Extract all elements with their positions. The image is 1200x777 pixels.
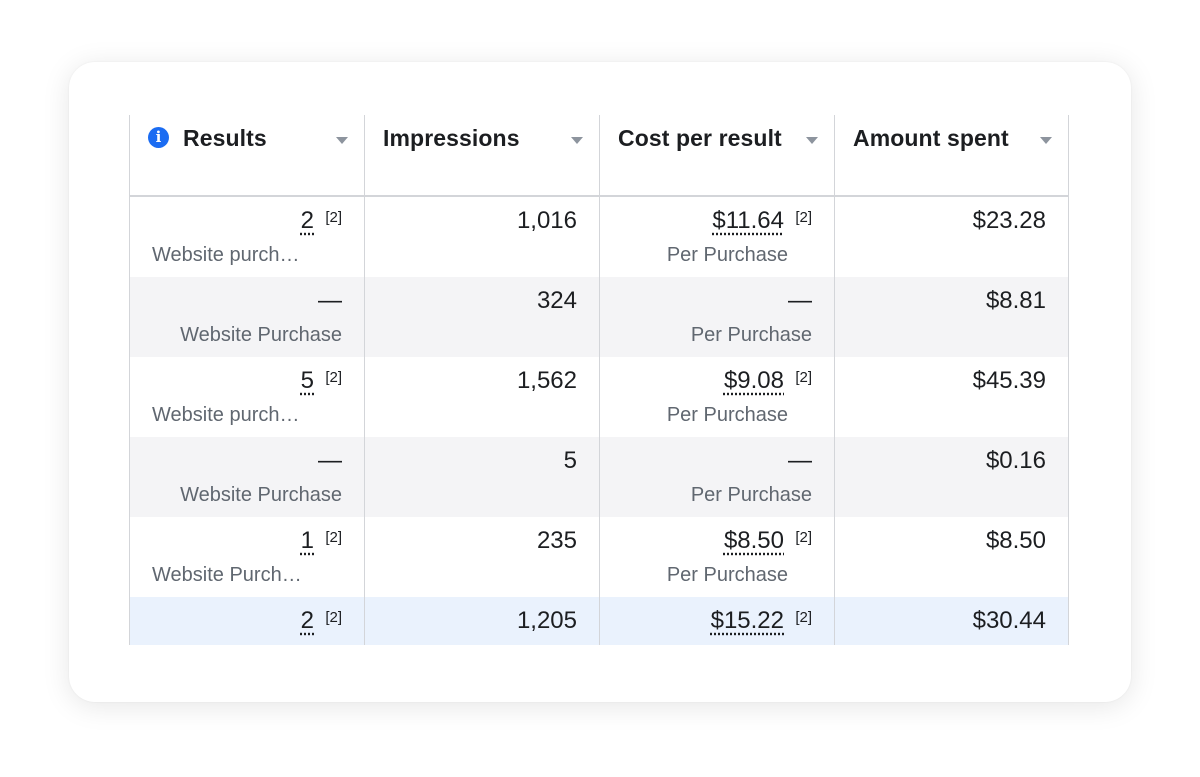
amount-spent-value: $30.44	[972, 607, 1046, 634]
impressions-cell: 1,205	[364, 597, 599, 645]
column-header-label: Results	[183, 125, 267, 151]
impressions-cell: 1,016	[364, 197, 599, 277]
cost-type: Per Purchase	[666, 244, 788, 266]
amount-spent-value: $8.50	[985, 527, 1046, 554]
impressions-cell: 5	[364, 437, 599, 517]
footnote: [2]	[325, 209, 342, 226]
results-cell: 5 [2] Website purchases	[129, 357, 364, 437]
footnote: [2]	[325, 369, 342, 386]
cost-value: —	[788, 287, 812, 314]
cost-type: Per Purchase	[666, 404, 788, 426]
results-value: —	[318, 287, 342, 314]
impressions-value: 5	[563, 447, 577, 474]
result-type: Website Purchase	[180, 324, 342, 346]
cost-cell: — Per Purchase	[599, 437, 834, 517]
results-value: —	[318, 447, 342, 474]
impressions-value: 1,016	[516, 207, 577, 234]
footnote: [2]	[795, 609, 812, 626]
column-header-cost-per-result[interactable]: Cost per result	[599, 115, 834, 195]
results-value[interactable]: 5	[300, 367, 314, 394]
results-value[interactable]: 1	[300, 527, 314, 554]
results-cell: 2 [2]	[129, 597, 364, 645]
info-icon[interactable]: i	[148, 127, 169, 148]
results-cell: — Website Purchase	[129, 437, 364, 517]
impressions-value: 1,562	[516, 367, 577, 394]
table-row[interactable]: 2 [2] Website purchases 1,016 $11.64 [2]…	[129, 197, 1069, 277]
table-row[interactable]: — Website Purchase 324 — Per Purchase $8…	[129, 277, 1069, 357]
amount-spent-value: $45.39	[972, 367, 1046, 394]
amount-spent-value: $8.81	[985, 287, 1046, 314]
impressions-cell: 324	[364, 277, 599, 357]
cost-cell: $9.08 [2] Per Purchase	[599, 357, 834, 437]
cost-type: Per Purchase	[690, 484, 812, 506]
sort-dropdown-icon[interactable]	[336, 137, 348, 144]
amount-spent-cell: $8.81	[834, 277, 1069, 357]
cost-value[interactable]: $11.64	[712, 207, 784, 234]
result-type: Website purchases	[152, 404, 310, 426]
impressions-cell: 1,562	[364, 357, 599, 437]
results-value[interactable]: 2	[300, 207, 314, 234]
table-header: i Results Impressions Cost per result Am…	[129, 115, 1069, 197]
cost-value[interactable]: $15.22	[710, 607, 784, 634]
amount-spent-cell: $23.28	[834, 197, 1069, 277]
table-row[interactable]: 1 [2] Website Purchases 235 $8.50 [2] Pe…	[129, 517, 1069, 597]
impressions-cell: 235	[364, 517, 599, 597]
cost-value: —	[788, 447, 812, 474]
column-header-label: Impressions	[383, 125, 520, 151]
footnote: [2]	[325, 529, 342, 546]
footnote: [2]	[325, 609, 342, 626]
result-type: Website Purchase	[180, 484, 342, 506]
footnote: [2]	[795, 529, 812, 546]
amount-spent-cell: $45.39	[834, 357, 1069, 437]
cost-type: Per Purchase	[690, 324, 812, 346]
cost-value[interactable]: $9.08	[723, 367, 784, 394]
result-type: Website purchases	[152, 244, 310, 266]
results-value[interactable]: 2	[300, 607, 314, 634]
cost-type: Per Purchase	[666, 564, 788, 586]
column-header-impressions[interactable]: Impressions	[364, 115, 599, 195]
table-row[interactable]: — Website Purchase 5 — Per Purchase $0.1…	[129, 437, 1069, 517]
ads-results-table: i Results Impressions Cost per result Am…	[129, 115, 1069, 645]
impressions-value: 235	[536, 527, 577, 554]
amount-spent-value: $23.28	[972, 207, 1046, 234]
results-cell: — Website Purchase	[129, 277, 364, 357]
impressions-value: 324	[536, 287, 577, 314]
sort-dropdown-icon[interactable]	[806, 137, 818, 144]
sort-dropdown-icon[interactable]	[1040, 137, 1052, 144]
amount-spent-cell: $30.44	[834, 597, 1069, 645]
cost-cell: $8.50 [2] Per Purchase	[599, 517, 834, 597]
column-header-amount-spent[interactable]: Amount spent	[834, 115, 1069, 195]
column-header-label: Amount spent	[853, 125, 1009, 151]
column-header-results[interactable]: i Results	[129, 115, 364, 195]
results-cell: 2 [2] Website purchases	[129, 197, 364, 277]
amount-spent-cell: $8.50	[834, 517, 1069, 597]
sort-dropdown-icon[interactable]	[571, 137, 583, 144]
total-row: 2 [2] 1,205 $15.22 [2] $30.44	[129, 597, 1069, 645]
column-header-label: Cost per result	[618, 125, 782, 151]
amount-spent-value: $0.16	[985, 447, 1046, 474]
footnote: [2]	[795, 209, 812, 226]
cost-cell: $11.64 [2] Per Purchase	[599, 197, 834, 277]
amount-spent-cell: $0.16	[834, 437, 1069, 517]
result-type: Website Purchases	[152, 564, 310, 586]
cost-cell: — Per Purchase	[599, 277, 834, 357]
cost-cell: $15.22 [2]	[599, 597, 834, 645]
results-cell: 1 [2] Website Purchases	[129, 517, 364, 597]
footnote: [2]	[795, 369, 812, 386]
cost-value[interactable]: $8.50	[723, 527, 784, 554]
impressions-value: 1,205	[516, 607, 577, 634]
table-row[interactable]: 5 [2] Website purchases 1,562 $9.08 [2] …	[129, 357, 1069, 437]
